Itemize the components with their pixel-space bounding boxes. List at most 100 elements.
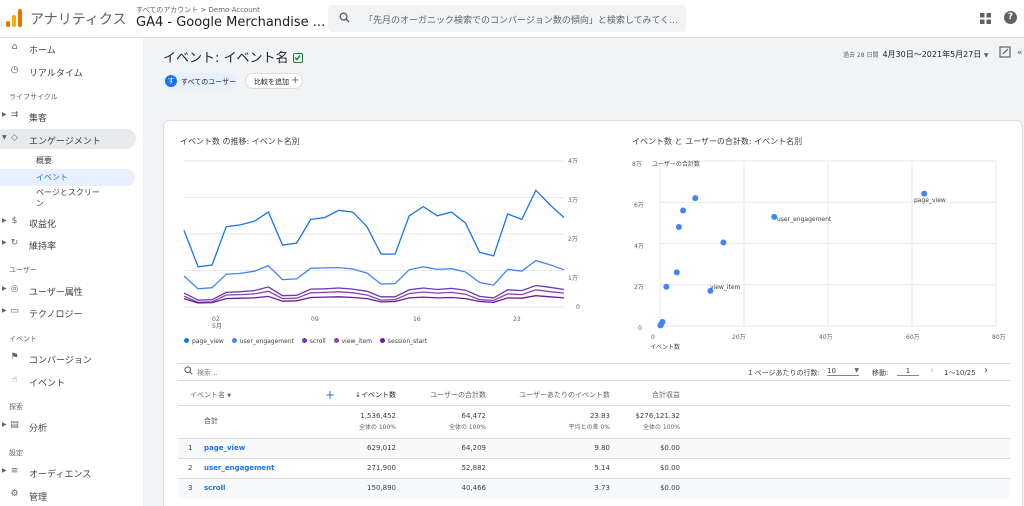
search-box[interactable]: 「先月のオーガニック検索でのコンバージョン数の傾向」と検索してみてく... [328,5,686,32]
search-placeholder: 「先月のオーガニック検索でのコンバージョン数の傾向」と検索してみてく... [364,16,678,26]
sidebar-item-home[interactable]: ⌂ ホーム [0,38,136,58]
subnav-pages-screens[interactable]: ページとスクリー [36,188,100,197]
col-header-label: イベント名 [190,390,225,399]
totals-revenue-cell: $276,121.32 全体の 100% [618,404,688,438]
series-line-user_engagement[interactable] [183,259,565,290]
legend-item[interactable]: user_engagement [231,338,294,345]
col-header-total-users[interactable]: ユーザーの合計数 [430,390,486,399]
account-breadcrumb[interactable]: すべてのアカウント > Demo Account [136,6,260,14]
totals-users-cell: 64,472 全体の 100% [404,404,494,438]
share-icon[interactable]: « [1017,48,1023,58]
caret-down-icon: ▼ [227,392,232,399]
sidebar-item-demographics[interactable]: ▶ ◎ ユーザー属性 [0,280,136,300]
table-row[interactable]: 2 user_engagement 271,900 52,882 5.14 $0… [178,457,1010,478]
sidebar-item-analysis[interactable]: ▶ ▤ 分析 [0,416,136,436]
totals-row: 合計 1,536,452 全体の 100% 64,472 全体の 100% 23.8… [178,404,1010,438]
sidebar-item-acquisition[interactable]: ▶ ⇉ 集客 [0,106,136,126]
row-event-name-link[interactable]: scroll [204,477,324,498]
col-header-revenue[interactable]: 合計収益 [652,390,680,399]
totals-idx-cell [178,404,204,438]
sidebar-item-label: 分析 [29,424,48,434]
sidebar-item-engagement[interactable]: ▼ ◇ エンゲージメント [0,129,136,149]
series-line-scroll[interactable] [183,284,565,301]
segment-chip[interactable]: すすべてのユーザー [163,73,237,89]
sidebar-item-events[interactable]: ☝ イベント [0,371,136,391]
sidebar-item-admin[interactable]: ⚙ 管理 [0,485,136,505]
scatter-point[interactable] [707,287,714,294]
main-content: イベント: イベント名 過去 28 日間 4月30日～2021年5月27日 ▼ «… [143,38,1024,506]
segment-avatar: す [165,75,177,87]
sidebar-item-retention[interactable]: ▶ ↻ 維持率 [0,234,136,254]
scatter-point[interactable] [720,239,727,246]
scatter-point[interactable] [771,213,778,220]
subnav-events[interactable]: イベント [0,169,135,186]
apps-grid-icon[interactable] [980,13,991,24]
y-tick: 4万 [568,158,578,165]
scatter-point[interactable] [921,190,928,197]
prev-page-icon[interactable]: ‹ [930,365,934,376]
property-selector[interactable]: GA4 - Google Merchandise ...▼ [136,15,336,30]
analytics-logo-icon[interactable] [6,9,22,27]
scatter-point[interactable] [692,195,699,202]
rows-per-page-label: 1 ページあたりの行数: [748,369,820,377]
table-row[interactable]: 3 scroll 150,890 40,466 3.73 $0.00 [178,477,1010,498]
engagement-tag-icon: ◇ [11,133,18,143]
y-tick: 0 [638,325,642,332]
legend-swatch [301,338,307,343]
totals-spacer [324,404,344,438]
goto-page-input[interactable]: 1 [897,367,919,376]
sidebar-item-audiences[interactable]: ▶ ≡ オーディエンス [0,462,136,482]
y-tick: 1万 [568,275,578,282]
row-event-name-link[interactable]: user_engagement [204,457,324,478]
series-line-page_view[interactable] [183,189,565,268]
scatter-chart-title: イベント数 と ユーザーの合計数: イベント名別 [632,137,803,146]
customize-report-icon[interactable] [999,46,1011,58]
sidebar-item-conversions[interactable]: ⚑ コンバージョン [0,348,136,368]
scatter-point[interactable] [657,322,664,329]
subnav-pages-screens-cont[interactable]: ン [36,199,44,208]
date-range-prefix: 過去 28 日間 [843,52,879,59]
row-per-user: 5.14 [494,457,618,478]
legend-item[interactable]: page_view [184,338,224,345]
next-page-icon[interactable]: › [984,365,988,376]
flag-icon: ⚑ [10,352,19,362]
help-icon[interactable]: ? [1004,11,1017,24]
legend-swatch [231,338,237,343]
row-event-name-link[interactable]: page_view [204,437,324,458]
legend-label: scroll [309,338,326,345]
row-per-user: 3.73 [494,477,618,498]
expand-arrow-icon: ▶ [2,467,7,474]
add-dimension-icon[interactable]: + [324,387,336,402]
legend-item[interactable]: scroll [301,338,326,345]
sidebar-item-technology[interactable]: ▶ ▭ テクノロジー [0,302,136,322]
clock-icon: ◷ [10,65,19,75]
col-header-events-per-user[interactable]: ユーザーあたりのイベント数 [519,390,610,399]
sidebar: ⌂ ホーム ◷ リアルタイム ライフサイクル ▶ ⇉ 集客 ▼ ◇ エンゲージメント 概要 … [0,38,143,506]
series-line-view_item[interactable] [183,289,565,303]
y-tick: 0 [576,304,580,311]
table-row[interactable]: 1 page_view 629,012 64,209 9.80 $0.00 [178,437,1010,458]
sidebar-item-monetization[interactable]: ▶ $ 収益化 [0,212,136,232]
table-search-input[interactable]: 検索... [197,369,218,377]
line-chart-title: イベント数 の推移: イベント名別 [180,137,300,146]
expand-arrow-icon: ▶ [2,111,7,118]
verified-check-icon[interactable] [292,53,303,63]
scatter-point[interactable] [680,207,687,214]
scatter-point[interactable] [663,283,670,290]
add-comparison-button[interactable]: 比較を追加 + [245,73,303,89]
legend-item[interactable]: view_item [333,338,372,345]
rows-per-page-select[interactable]: 10 ▼ [827,367,859,376]
legend-item[interactable]: session_start [379,338,427,345]
x-tick-month: 5月 [212,323,222,330]
scatter-point[interactable] [673,269,680,276]
sidebar-item-realtime[interactable]: ◷ リアルタイム [0,61,136,81]
col-header-event-name[interactable]: イベント名 ▼ [178,385,324,405]
series-line-session_start[interactable] [183,295,565,304]
col-header-event-count[interactable]: ↓イベント数 [355,390,396,399]
y-tick: 4万 [634,243,644,250]
y-tick: 2万 [568,236,578,243]
line-chart-legend: page_view user_engagement scroll view_it… [184,338,433,345]
scatter-point[interactable] [675,224,682,230]
date-range-picker[interactable]: 過去 28 日間 4月30日～2021年5月27日 ▼ [843,49,989,60]
subnav-overview[interactable]: 概要 [36,156,52,165]
